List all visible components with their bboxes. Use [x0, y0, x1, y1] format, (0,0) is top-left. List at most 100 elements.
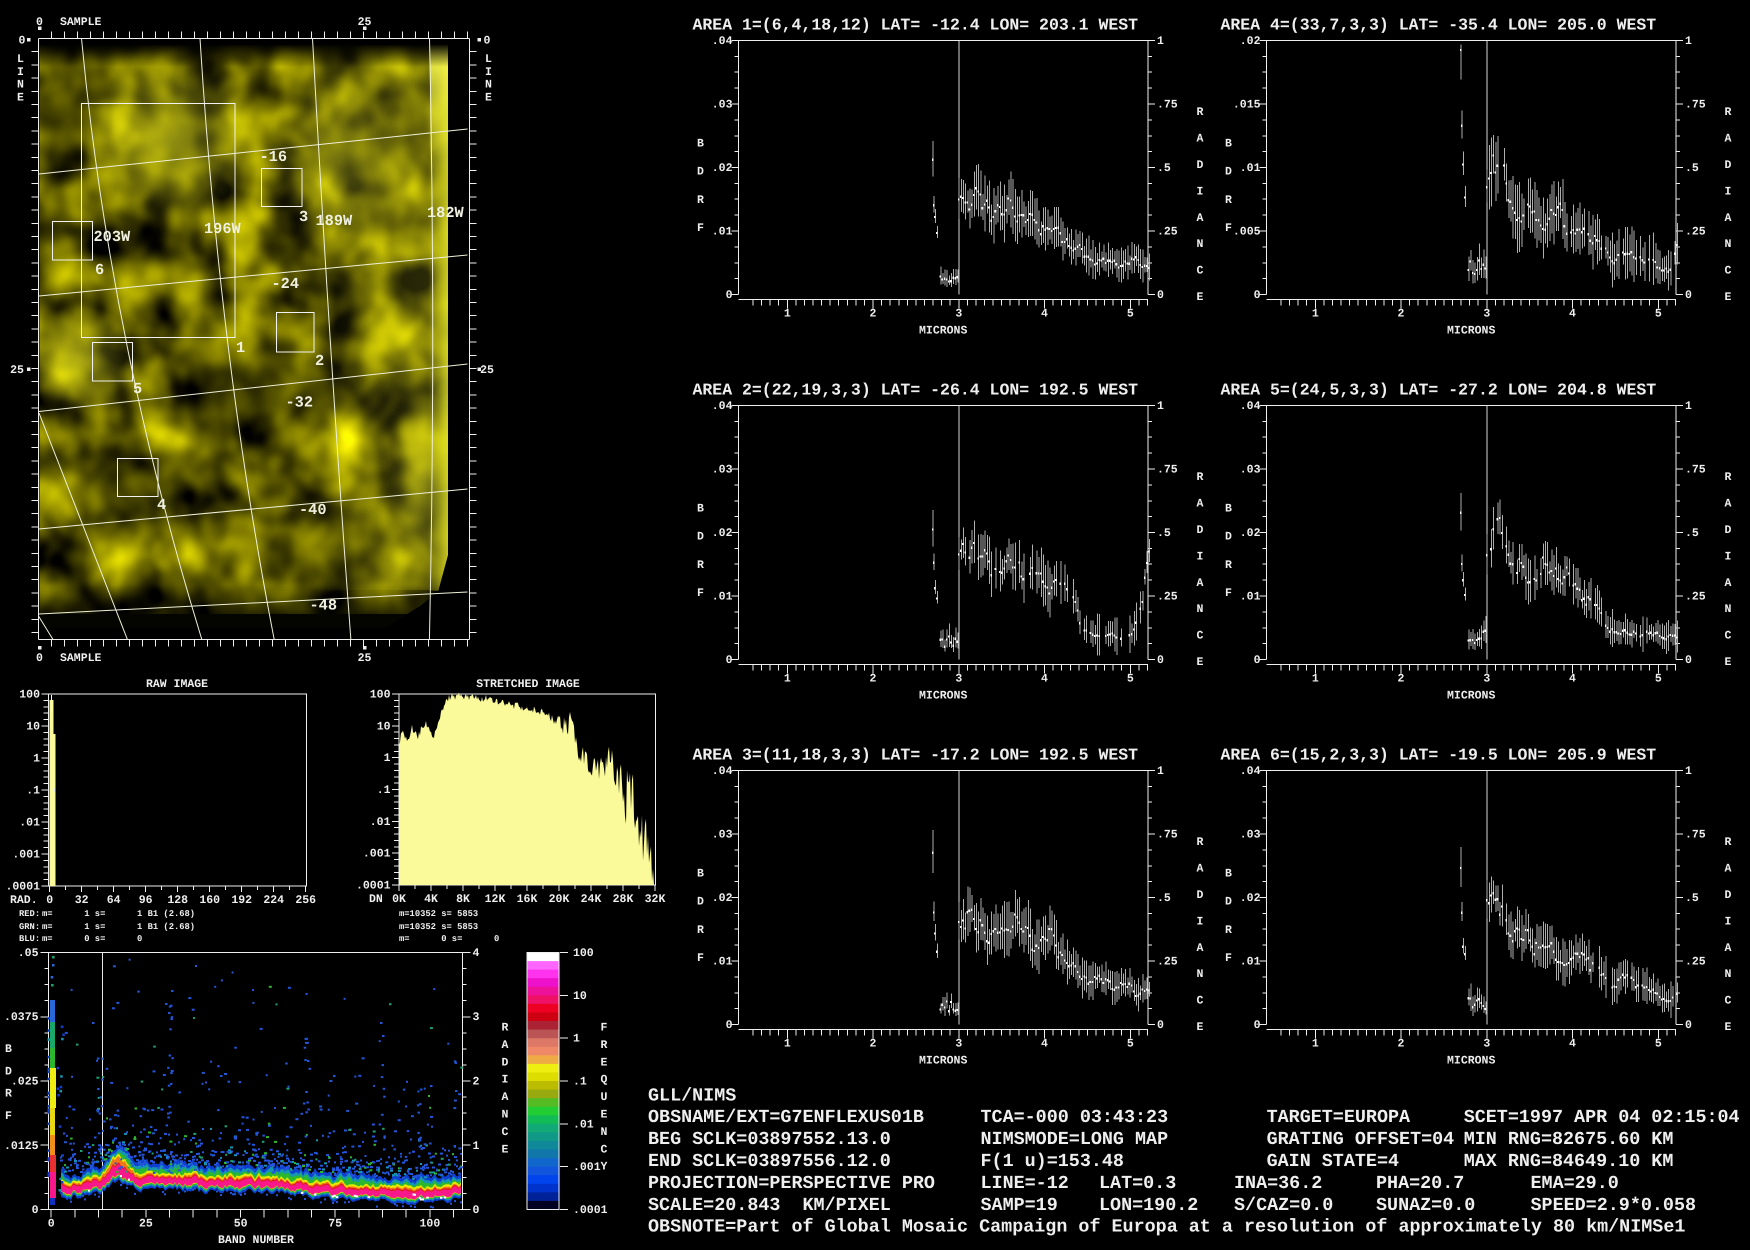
svg-text:3: 3 — [299, 208, 308, 226]
svg-text:SAMPLE: SAMPLE — [60, 16, 102, 29]
svg-text:4: 4 — [157, 496, 166, 514]
svg-text:3: 3 — [1483, 308, 1490, 321]
svg-text:0: 0 — [473, 1204, 480, 1217]
svg-text:A: A — [1725, 863, 1732, 876]
svg-text:.25: .25 — [1157, 956, 1178, 969]
svg-text:1: 1 — [384, 752, 391, 765]
svg-text:4K: 4K — [424, 893, 438, 906]
svg-text:SPEED=2.9*0.058: SPEED=2.9*0.058 — [1531, 1195, 1697, 1216]
svg-text:RAD.: RAD. — [10, 894, 38, 907]
svg-text:3: 3 — [1483, 673, 1490, 686]
svg-text:D: D — [1197, 524, 1204, 537]
svg-text:189W: 189W — [316, 212, 354, 230]
svg-text:MICRONS: MICRONS — [919, 1055, 967, 1068]
svg-text:SCALE=20.843 KM/PIXEL: SCALE=20.843 KM/PIXEL — [648, 1195, 891, 1216]
svg-text:R: R — [5, 1088, 12, 1101]
svg-text:1: 1 — [784, 308, 791, 321]
svg-text:182W: 182W — [427, 204, 465, 222]
svg-text:PROJECTION=PERSPECTIVE PRO: PROJECTION=PERSPECTIVE PRO — [648, 1173, 935, 1194]
svg-text:.5: .5 — [1685, 162, 1699, 175]
svg-text:MICRONS: MICRONS — [1447, 1055, 1495, 1068]
svg-text:D: D — [5, 1065, 12, 1078]
svg-text:R: R — [1725, 471, 1732, 484]
svg-text:16K: 16K — [517, 893, 538, 906]
svg-text:R: R — [1197, 471, 1204, 484]
svg-text:2: 2 — [870, 1038, 877, 1051]
svg-text:C: C — [1725, 630, 1732, 643]
svg-text:.25: .25 — [1685, 956, 1706, 969]
svg-text:-24: -24 — [272, 275, 300, 293]
svg-text:END SCLK=03897556.12.0: END SCLK=03897556.12.0 — [648, 1151, 891, 1172]
svg-text:A: A — [1725, 212, 1732, 225]
svg-text:.75: .75 — [1157, 99, 1178, 112]
svg-text:3: 3 — [473, 1011, 480, 1024]
svg-text:2: 2 — [1398, 308, 1405, 321]
svg-text:10: 10 — [573, 990, 587, 1003]
svg-text:2: 2 — [1398, 673, 1405, 686]
svg-text:C: C — [601, 1143, 608, 1156]
svg-text:1: 1 — [1157, 400, 1164, 413]
svg-text:GRN:: GRN: — [19, 922, 40, 932]
svg-text:100: 100 — [19, 689, 40, 702]
svg-text:S/CAZ=0.0: S/CAZ=0.0 — [1234, 1195, 1333, 1216]
svg-text:L: L — [485, 53, 492, 66]
svg-text:GLL/NIMS: GLL/NIMS — [648, 1085, 736, 1106]
svg-text:10: 10 — [377, 720, 391, 733]
svg-text:C: C — [502, 1126, 509, 1139]
svg-text:1: 1 — [1312, 308, 1319, 321]
svg-text:LINE=-12: LINE=-12 — [981, 1173, 1069, 1194]
svg-text:.75: .75 — [1157, 829, 1178, 842]
svg-text:B: B — [1225, 868, 1232, 881]
svg-text:E: E — [1725, 291, 1732, 304]
svg-text:.02: .02 — [712, 162, 733, 175]
svg-text:SCET=1997 APR 04 02:15:04: SCET=1997 APR 04 02:15:04 — [1464, 1107, 1740, 1128]
svg-text:.025: .025 — [11, 1076, 39, 1089]
svg-text:AREA 4=(33,7,3,3) LAT= -35.4 L: AREA 4=(33,7,3,3) LAT= -35.4 LON= 205.0 … — [1221, 16, 1657, 35]
svg-text:GAIN STATE=4: GAIN STATE=4 — [1267, 1151, 1399, 1172]
svg-text:D: D — [502, 1056, 509, 1069]
svg-text:25: 25 — [139, 1218, 153, 1231]
svg-text:.5: .5 — [1685, 892, 1699, 905]
svg-text:MICRONS: MICRONS — [919, 325, 967, 338]
svg-text:1: 1 — [1685, 35, 1692, 48]
svg-text:.1: .1 — [377, 784, 391, 797]
svg-text:.04: .04 — [712, 400, 733, 413]
svg-text:EMA=29.0: EMA=29.0 — [1531, 1173, 1619, 1194]
svg-text:I: I — [17, 66, 24, 79]
svg-text:.001: .001 — [12, 849, 40, 862]
svg-text:3: 3 — [1483, 1038, 1490, 1051]
svg-text:SAMPLE: SAMPLE — [60, 652, 102, 665]
svg-text:A: A — [1197, 132, 1204, 145]
svg-text:E: E — [1197, 1021, 1204, 1034]
svg-text:C: C — [1197, 630, 1204, 643]
svg-text:4: 4 — [1569, 1038, 1576, 1051]
svg-text:.01: .01 — [19, 817, 40, 830]
svg-text:.01: .01 — [1240, 956, 1261, 969]
svg-text:.5: .5 — [1157, 892, 1171, 905]
svg-text:A: A — [1197, 497, 1204, 510]
svg-text:0: 0 — [1685, 1019, 1692, 1032]
svg-text:160: 160 — [199, 894, 220, 907]
svg-text:I: I — [1725, 915, 1732, 928]
svg-text:0: 0 — [36, 16, 43, 29]
svg-text:D: D — [1225, 166, 1232, 179]
svg-text:A: A — [1197, 863, 1204, 876]
svg-text:N: N — [1725, 968, 1732, 981]
svg-text:.5: .5 — [1685, 527, 1699, 540]
svg-text:m=10352 s= 5853: m=10352 s= 5853 — [399, 909, 478, 919]
svg-text:1: 1 — [1685, 765, 1692, 778]
svg-text:E: E — [601, 1109, 608, 1122]
svg-text:.03: .03 — [1240, 464, 1261, 477]
svg-text:AREA 3=(11,18,3,3) LAT= -17.2: AREA 3=(11,18,3,3) LAT= -17.2 LON= 192.5… — [693, 746, 1139, 765]
svg-text:.01: .01 — [712, 226, 733, 239]
svg-text:N: N — [1197, 238, 1204, 251]
svg-text:1: 1 — [33, 753, 40, 766]
svg-text:A: A — [502, 1091, 509, 1104]
svg-text:m= 0 s= 0: m= 0 s= 0 — [399, 934, 499, 944]
svg-text:0: 0 — [46, 894, 53, 907]
svg-text:0: 0 — [726, 289, 733, 302]
svg-text:PHA=20.7: PHA=20.7 — [1376, 1173, 1464, 1194]
svg-text:I: I — [485, 66, 492, 79]
svg-text:GRATING OFFSET=04: GRATING OFFSET=04 — [1267, 1129, 1455, 1150]
svg-text:D: D — [1225, 896, 1232, 909]
